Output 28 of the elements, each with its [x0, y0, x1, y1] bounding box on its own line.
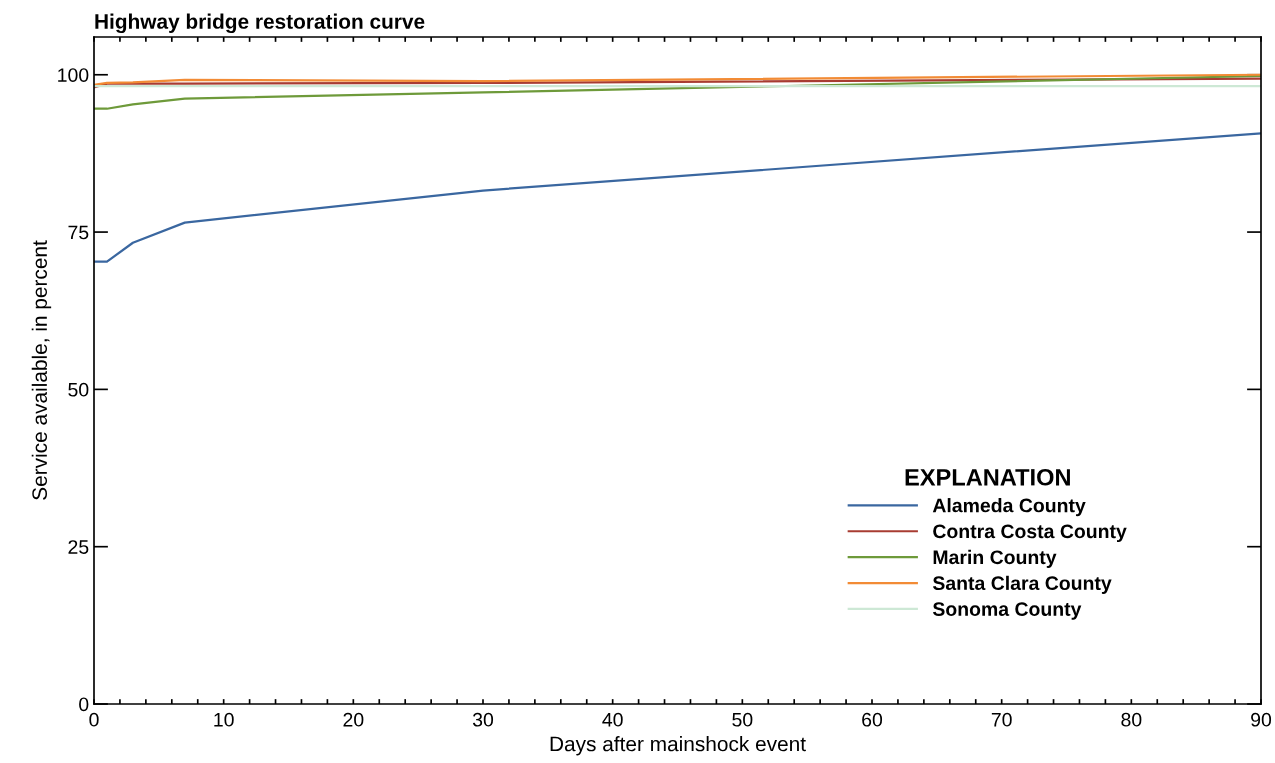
- legend-label: Contra Costa County: [933, 524, 1127, 543]
- y-tick-label: 0: [79, 697, 89, 712]
- chart-title: Highway bridge restoration curve: [95, 13, 425, 34]
- y-axis-title: Service available, in percent: [31, 240, 52, 500]
- line-series: [94, 132, 1261, 263]
- y-tick-label: 100: [58, 68, 89, 82]
- x-tick-label: 50: [732, 712, 753, 727]
- legend-label: Sonoma County: [932, 602, 1082, 620]
- x-tick-label: 10: [214, 712, 234, 727]
- line-series: [94, 74, 1261, 110]
- legend-label: Alameda County: [932, 498, 1086, 517]
- x-axis-title: Days after mainshock event: [550, 736, 806, 756]
- x-tick-label: 30: [472, 712, 494, 727]
- y-tick-label: 75: [68, 225, 89, 240]
- x-tick-label: 0: [89, 712, 99, 727]
- x-tick-label: 90: [1251, 712, 1272, 727]
- legend-label: Santa Clara County: [932, 575, 1112, 594]
- legend-label: Marin County: [933, 549, 1057, 568]
- x-tick-label: 60: [862, 712, 883, 727]
- legend-title: EXPLANATION: [905, 468, 1070, 486]
- line-series: [94, 77, 1261, 89]
- x-tick-label: 80: [1121, 712, 1142, 727]
- x-tick-label: 40: [602, 712, 623, 727]
- y-tick-label: 25: [68, 540, 89, 554]
- y-tick-label: 50: [68, 382, 89, 397]
- x-tick-label: 20: [343, 712, 364, 727]
- x-tick-label: 70: [991, 712, 1012, 727]
- line-series: [94, 73, 1261, 86]
